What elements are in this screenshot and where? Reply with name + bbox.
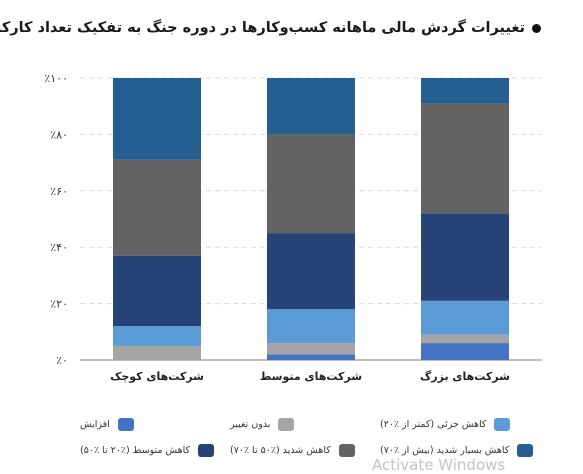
legend-label: کاهش شدید (٪۵۰ تا ٪۷۰) [230,445,331,456]
legend-label: افزایش [80,419,110,430]
stacked-bar-chart: ٪۰ ٪۲۰ ٪۴۰ ٪۶۰ ٪۸۰ ٪۱۰۰ شرکت‌های کوچک شرکت‌های … [44,72,542,383]
bar-segment [421,78,509,104]
y-tick-label: ٪۰ [56,354,68,367]
chart-title: تغییرات گردش مالی ماهانه کسب‌وکارها در د… [0,20,525,36]
chart-title-row: تغییرات گردش مالی ماهانه کسب‌وکارها در د… [0,20,541,36]
bar-segment [421,213,509,301]
activation-watermark: Activate Windows [372,456,506,474]
legend-item-severe-decrease: کاهش شدید (٪۵۰ تا ٪۷۰) [230,444,355,457]
x-tick-label: شرکت‌های کوچک [110,370,204,383]
legend-label: بدون تغییر [230,419,271,430]
bar-segment [421,343,509,360]
y-tick-label: ٪۶۰ [50,185,68,198]
legend-item-no-change: بدون تغییر [230,418,295,431]
legend-item-moderate-decrease: کاهش متوسط (٪۲۰ تا ٪۵۰) [80,444,215,457]
y-tick-label: ٪۸۰ [50,128,68,141]
bar-segment [421,334,509,344]
y-tick-label: ٪۴۰ [50,241,68,254]
legend-item-slight-decrease: کاهش جزئی (کمتر از ٪۲۰) [380,418,511,431]
legend-item-increase: افزایش [80,418,134,431]
legend-label: کاهش بسیار شدید (بیش از ٪۷۰) [380,445,510,456]
y-tick-label: ٪۱۰۰ [44,72,68,85]
x-tick-label: شرکت‌های بزرگ [420,369,510,383]
bar-segment [267,354,355,360]
y-tick-label: ٪۲۰ [50,298,68,311]
legend-swatch [494,418,511,431]
legend-label: کاهش جزئی (کمتر از ٪۲۰) [380,419,487,430]
bar-segment [113,159,201,256]
bar-segment [421,300,509,335]
legend-swatch [117,418,134,431]
bar-segment [113,78,201,160]
bar-segment [113,345,201,360]
legend-swatch [517,444,534,457]
legend-swatch [338,444,355,457]
bar-segment [267,134,355,234]
legend-item-very-severe-decrease: کاهش بسیار شدید (بیش از ٪۷۰) [380,444,534,457]
bar-segment [113,326,201,346]
bar-segment [421,103,509,214]
legend-swatch [198,444,215,457]
bar-segment [267,78,355,135]
legend-label: کاهش متوسط (٪۲۰ تا ٪۵۰) [80,445,191,456]
legend-swatch [278,418,295,431]
chart-legend: کاهش جزئی (کمتر از ٪۲۰) بدون تغییر افزای… [70,414,550,462]
bar-segment [113,255,201,327]
bar-segment [267,233,355,310]
bullet-icon [532,23,541,33]
x-tick-label: شرکت‌های متوسط [260,370,362,383]
bar-segment [267,309,355,344]
bar-segment [267,343,355,355]
